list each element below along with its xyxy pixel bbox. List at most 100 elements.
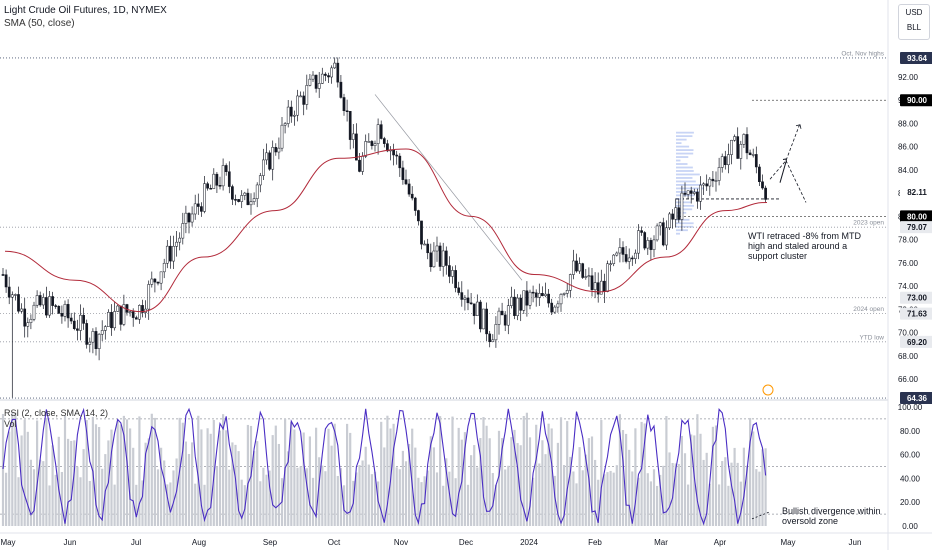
time-tick-label: 2024 xyxy=(520,538,538,547)
candle-body xyxy=(76,328,79,331)
price-label-text: 73.00 xyxy=(907,294,928,303)
volume-bar xyxy=(659,474,662,526)
candle-body xyxy=(630,257,634,260)
time-tick-label: Jul xyxy=(131,538,141,547)
price-label-box xyxy=(900,210,932,223)
candle-body xyxy=(299,95,302,98)
volume-profile-bar xyxy=(676,152,694,155)
candle-body xyxy=(1,274,5,276)
candle-body xyxy=(547,293,550,304)
rsi-2-line xyxy=(2,407,767,526)
candle-body xyxy=(475,301,479,316)
candle-body xyxy=(324,73,327,76)
candle-body xyxy=(683,192,687,195)
candle-body xyxy=(29,318,33,323)
candle-body xyxy=(265,152,268,161)
currency-unit-button[interactable]: USD BLL xyxy=(898,4,930,40)
volume-bar xyxy=(218,430,222,526)
volume-bar xyxy=(153,417,156,526)
volume-bar xyxy=(237,451,240,526)
price-label-text: 93.64 xyxy=(907,54,928,63)
volume-bar xyxy=(628,449,631,526)
candle-body xyxy=(581,263,585,278)
price-tick-label: 86.00 xyxy=(898,143,919,152)
candle-body xyxy=(138,305,141,320)
volume-bar xyxy=(690,434,693,526)
candle-body xyxy=(522,290,526,311)
candle-body xyxy=(544,293,547,297)
sma-legend[interactable]: SMA (50, close) xyxy=(4,18,75,29)
candle-body xyxy=(382,138,386,144)
candle-body xyxy=(100,330,104,335)
volume-bar xyxy=(163,460,166,526)
volume-bar xyxy=(544,454,547,526)
candle-body xyxy=(640,230,643,233)
sma-50-line xyxy=(4,148,768,313)
candle-body xyxy=(339,81,343,98)
volume-bar xyxy=(528,437,532,526)
volume-bar xyxy=(733,447,736,526)
alert-icon[interactable] xyxy=(762,384,774,396)
volume-bar xyxy=(277,443,280,526)
candle-body xyxy=(116,305,120,312)
candle-body xyxy=(739,144,743,159)
rsi-tick-label: 60.00 xyxy=(900,451,921,460)
candle-body xyxy=(196,203,200,207)
level-line-label: Oct, Nov highs xyxy=(841,50,884,57)
volume-bar xyxy=(575,483,578,526)
price-label-box xyxy=(900,307,932,320)
candle-body xyxy=(212,173,216,189)
volume-profile-bar xyxy=(676,163,688,165)
time-tick-label: Jun xyxy=(64,538,77,547)
candle-body xyxy=(296,95,299,116)
volume-bar xyxy=(727,485,730,526)
volume-bar xyxy=(711,426,714,526)
rsi-legend[interactable]: RSI (2, close, SMA, 14, 2) xyxy=(4,408,109,418)
volume-bar xyxy=(454,478,457,526)
volume-bar xyxy=(501,438,504,526)
volume-bar xyxy=(466,484,470,526)
volume-bar xyxy=(200,429,203,526)
candle-body xyxy=(758,166,761,182)
volume-bar xyxy=(482,417,485,526)
time-tick-label: Feb xyxy=(588,538,602,547)
candle-body xyxy=(206,183,209,189)
candle-body xyxy=(178,237,182,243)
volume-bar xyxy=(299,466,302,526)
candle-body xyxy=(593,282,597,291)
candle-body xyxy=(761,181,764,189)
volume-bar xyxy=(39,459,42,526)
time-tick-label: May xyxy=(780,538,795,547)
candle-body xyxy=(482,308,485,330)
candle-body xyxy=(572,260,575,275)
candle-body xyxy=(268,152,271,170)
candle-body xyxy=(528,291,532,306)
volume-bar xyxy=(556,442,559,526)
price-label-text: 69.20 xyxy=(907,338,928,347)
candle-body xyxy=(479,301,482,330)
volume-bar xyxy=(191,442,194,526)
candle-body xyxy=(131,311,135,318)
volume-bar xyxy=(265,474,268,526)
volume-bar xyxy=(442,485,445,526)
volume-profile-bar xyxy=(676,149,694,151)
vol-legend[interactable]: Vol xyxy=(4,419,17,429)
candle-body xyxy=(677,207,681,220)
volume-bar xyxy=(702,459,705,526)
volume-bar xyxy=(563,464,566,526)
volume-bar xyxy=(603,474,606,526)
price-tick-label: 78.00 xyxy=(898,236,919,245)
volume-bar xyxy=(652,469,656,526)
candle-body xyxy=(48,296,51,316)
time-tick-label: Apr xyxy=(714,538,727,547)
candle-body xyxy=(69,317,73,322)
candle-body xyxy=(302,95,306,105)
candle-body xyxy=(671,213,674,220)
volume-bar xyxy=(457,427,460,526)
volume-bar xyxy=(70,440,73,526)
candle-body xyxy=(516,297,519,316)
candle-body xyxy=(451,270,454,277)
candle-body xyxy=(162,262,166,273)
volume-bar xyxy=(742,447,745,526)
